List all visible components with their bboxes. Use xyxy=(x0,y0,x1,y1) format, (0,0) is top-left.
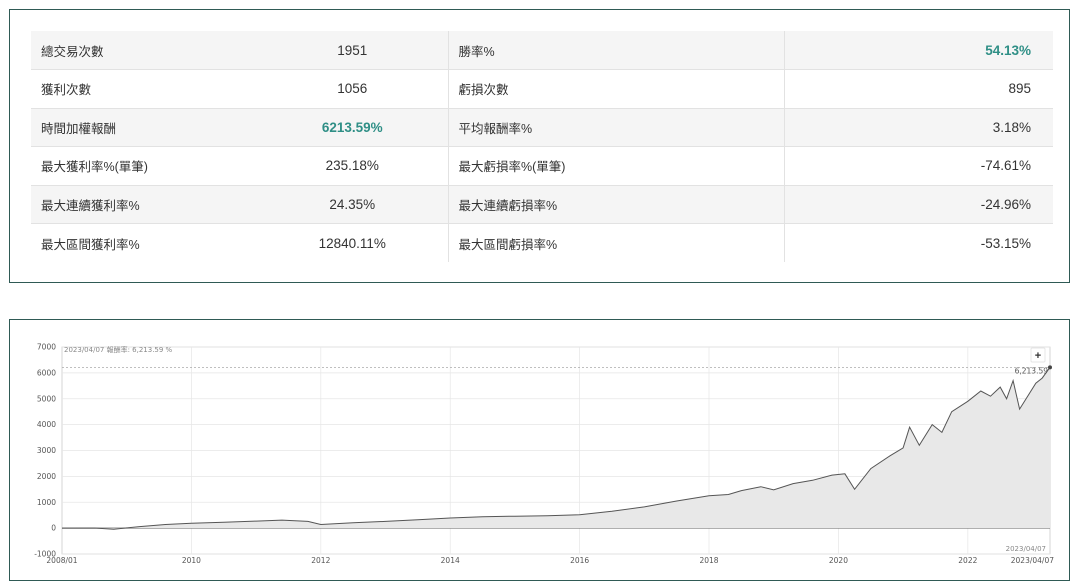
y-tick-label: 1000 xyxy=(37,498,56,507)
stat-value: 6213.59% xyxy=(257,108,449,147)
x-tick-label: 2020 xyxy=(829,556,848,565)
x-tick-label: 2012 xyxy=(311,556,330,565)
y-tick-label: 6000 xyxy=(37,368,56,377)
y-tick-label: 5000 xyxy=(37,394,56,403)
stat-label: 最大連續虧損率% xyxy=(448,185,583,224)
stat-label: 最大獲利率%(單筆) xyxy=(31,146,257,186)
stat-label: 最大區間獲利率% xyxy=(31,224,257,263)
zoom-button[interactable]: + xyxy=(1030,347,1046,363)
stat-spacer xyxy=(583,185,785,224)
stat-label: 獲利次數 xyxy=(31,69,257,109)
equity-line xyxy=(61,367,1051,530)
stat-value: 1951 xyxy=(257,31,449,70)
stat-label: 勝率% xyxy=(448,31,583,70)
stat-spacer xyxy=(583,31,785,70)
series-end-point xyxy=(1048,365,1052,370)
stat-label: 時間加權報酬 xyxy=(31,108,257,147)
last-value-label: 6,213.59 xyxy=(1015,366,1049,375)
x-tick-label: 2018 xyxy=(699,556,718,565)
stat-label: 虧損次數 xyxy=(448,69,583,109)
y-tick-label: 4000 xyxy=(37,420,56,429)
stat-label: 最大區間虧損率% xyxy=(448,224,583,263)
stats-row: 時間加權報酬 6213.59% 平均報酬率% 3.18% xyxy=(31,108,1053,147)
stats-panel: 總交易次數 1951 勝率% 54.13% 獲利次數 1056 虧損次數 895 時間加權報酬 6… xyxy=(9,9,1070,283)
stat-label-text: 勝率% xyxy=(458,44,495,59)
stat-value: -74.61% xyxy=(784,146,1053,186)
stat-value-text: 895 xyxy=(1008,81,1031,97)
y-tick-label: -1000 xyxy=(34,550,56,559)
stat-label-text: 平均報酬率% xyxy=(458,121,533,136)
x-tick-label: 2016 xyxy=(570,556,589,565)
stat-spacer xyxy=(583,223,785,262)
stat-value-text: 12840.11% xyxy=(318,235,386,251)
stat-label-text: 虧損次數 xyxy=(458,83,509,98)
chart-panel: -1000 0 1000 2000 3000 4000 5000 6000 7000 2008/0… xyxy=(9,319,1070,581)
stat-label: 最大虧損率%(單筆) xyxy=(448,146,583,186)
stat-value: 3.18% xyxy=(784,108,1053,147)
chart-hover-readout: 2023/04/07 報酬率: 6,213.59 % xyxy=(64,345,173,354)
stats-row: 獲利次數 1056 虧損次數 895 xyxy=(31,69,1053,109)
stat-value-text: 54.13% xyxy=(985,42,1031,58)
stat-spacer xyxy=(583,69,785,109)
stat-value: 235.18% xyxy=(257,146,449,186)
stats-row: 最大連續獲利率% 24.35% 最大連續虧損率% -24.96% xyxy=(31,185,1053,224)
stat-value: 24.35% xyxy=(257,185,449,224)
stat-label-text: 最大區間獲利率% xyxy=(41,237,140,252)
x-tick-label: 2022 xyxy=(958,556,977,565)
stat-label: 最大連續獲利率% xyxy=(31,185,257,224)
stat-value-text: 3.18% xyxy=(992,119,1031,135)
stats-table: 總交易次數 1951 勝率% 54.13% 獲利次數 1056 虧損次數 895 時間加權報酬 6… xyxy=(31,31,1053,262)
stats-row: 最大獲利率%(單筆) 235.18% 最大虧損率%(單筆) -74.61% xyxy=(31,146,1053,186)
plus-icon: + xyxy=(1035,350,1041,362)
stat-spacer xyxy=(583,108,785,147)
stat-label: 總交易次數 xyxy=(31,31,257,70)
stats-row: 總交易次數 1951 勝率% 54.13% xyxy=(31,31,1053,70)
stat-value: 895 xyxy=(784,69,1053,109)
y-tick-label: 3000 xyxy=(37,446,56,455)
end-date-label: 2023/04/07 xyxy=(1006,545,1046,553)
stat-value-text: 6213.59% xyxy=(321,119,383,135)
stat-label-text: 獲利次數 xyxy=(41,83,92,98)
stat-label-text: 最大虧損率%(單筆) xyxy=(458,160,566,175)
y-tick-label: 7000 xyxy=(37,343,56,352)
equity-chart: -1000 0 1000 2000 3000 4000 5000 6000 7000 2008/0… xyxy=(34,343,1054,566)
stats-row: 最大區間獲利率% 12840.11% 最大區間虧損率% -53.15% xyxy=(31,223,1053,263)
x-tick-label: 2014 xyxy=(441,556,460,565)
stat-value: -53.15% xyxy=(784,224,1053,263)
stat-value-text: -74.61% xyxy=(980,158,1031,174)
x-tick-label: 2008/01 xyxy=(46,556,77,565)
stat-label-text: 時間加權報酬 xyxy=(41,121,117,136)
stat-spacer xyxy=(583,146,785,186)
stat-label-text: 最大獲利率%(單筆) xyxy=(41,160,148,175)
stat-value-text: -53.15% xyxy=(980,235,1031,251)
equity-area xyxy=(62,367,1050,530)
y-tick-label: 0 xyxy=(51,524,56,533)
stat-value: -24.96% xyxy=(784,185,1053,224)
stat-value-text: 1056 xyxy=(337,81,368,97)
stat-value-text: 1951 xyxy=(337,42,368,58)
stat-value: 1056 xyxy=(257,69,449,109)
stat-value: 54.13% xyxy=(784,31,1053,70)
x-tick-label: 2010 xyxy=(182,556,201,565)
stat-value: 12840.11% xyxy=(257,223,449,262)
stat-value-text: 235.18% xyxy=(325,158,379,174)
stat-label: 平均報酬率% xyxy=(448,108,583,147)
x-tick-label: 2023/04/07 xyxy=(1011,556,1054,565)
zoom-button-bg xyxy=(1030,347,1046,363)
y-tick-label: 2000 xyxy=(37,472,56,481)
stat-label-text: 最大連續虧損率% xyxy=(458,198,558,213)
stat-value-text: 24.35% xyxy=(329,196,376,212)
stat-label-text: 總交易次數 xyxy=(41,44,104,59)
stat-label-text: 最大區間虧損率% xyxy=(458,237,558,252)
stat-label-text: 最大連續獲利率% xyxy=(41,198,140,213)
stat-value-text: -24.96% xyxy=(980,196,1031,212)
